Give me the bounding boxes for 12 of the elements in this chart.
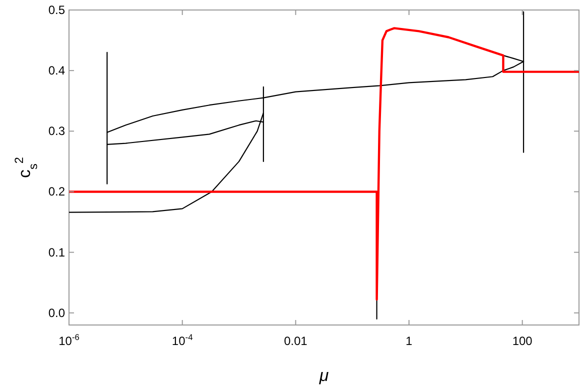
x-tick-label: 1 — [406, 334, 413, 348]
y-tick-label: 0.0 — [48, 306, 66, 320]
y-tick-label: 0.4 — [48, 64, 66, 78]
x-axis-title: μ — [318, 366, 330, 385]
y-tick-label: 0.3 — [48, 124, 66, 138]
y-tick-label: 0.2 — [48, 184, 66, 199]
y-tick-label: 0.1 — [48, 245, 66, 260]
x-tick-label: 10$^{-6}$ — [58, 332, 80, 348]
y-tick-label: 0.5 — [48, 3, 66, 17]
x-tick-label: 10$^{-4}$ — [172, 332, 194, 348]
x-tick-label: 100 — [512, 334, 533, 348]
x-tick-label: 0.01 — [284, 334, 308, 348]
